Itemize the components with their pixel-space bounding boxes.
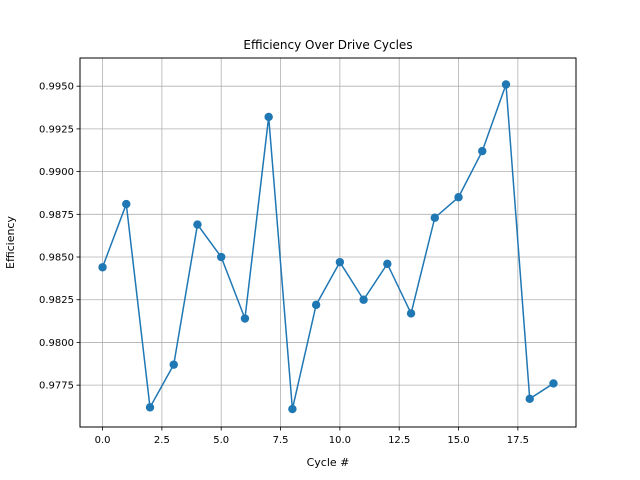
data-point: [549, 379, 558, 388]
data-point: [311, 300, 321, 310]
data-point: [169, 360, 178, 369]
y-axis-label: Efficiency: [4, 216, 17, 269]
data-point: [288, 404, 297, 414]
y-tick-label: 0.9850: [39, 253, 74, 264]
chart-title: Efficiency Over Drive Cycles: [243, 38, 412, 52]
data-point: [359, 295, 368, 304]
y-axis-ticks: 0.9775 0.9800 0.9825 0.9850 0.9875 0.9900 0.99…: [39, 82, 80, 392]
y-tick-label: 0.9800: [39, 338, 74, 349]
data-point: [501, 80, 511, 89]
data-point: [454, 193, 463, 202]
y-tick-label: 0.9825: [39, 295, 74, 306]
x-axis-ticks: 0.0 2.5 5.0 7.5 10.0 12.5 15.0 17.5: [95, 427, 529, 446]
x-tick-label: 10.0: [329, 435, 351, 446]
x-axis-label: Cycle #: [307, 456, 350, 469]
x-tick-label: 7.5: [273, 435, 289, 446]
y-tick-label: 0.9925: [39, 124, 74, 135]
series-efficiency: [98, 80, 558, 414]
data-point: [145, 403, 155, 412]
data-point: [525, 394, 534, 404]
x-tick-label: 2.5: [154, 435, 170, 446]
data-point: [264, 112, 273, 122]
x-tick-label: 5.0: [213, 435, 229, 446]
data-point: [193, 220, 202, 229]
series-line: [101, 84, 554, 410]
data-point: [335, 257, 345, 267]
data-point: [406, 309, 416, 318]
x-tick-label: 17.5: [507, 435, 529, 446]
x-tick-label: 15.0: [447, 435, 469, 446]
x-tick-label: 0.0: [95, 435, 111, 446]
y-tick-label: 0.9950: [39, 82, 74, 93]
data-point: [430, 213, 439, 222]
data-point: [478, 146, 487, 156]
grid: [80, 58, 576, 427]
plot-frame: [79, 57, 577, 428]
data-point: [122, 199, 131, 209]
y-tick-label: 0.9775: [39, 381, 74, 392]
data-point: [383, 259, 392, 269]
data-point: [98, 263, 107, 272]
y-tick-label: 0.9875: [39, 210, 74, 221]
y-tick-label: 0.9900: [39, 167, 74, 178]
x-tick-label: 12.5: [388, 435, 410, 446]
data-point: [217, 252, 226, 262]
data-point: [240, 314, 250, 323]
